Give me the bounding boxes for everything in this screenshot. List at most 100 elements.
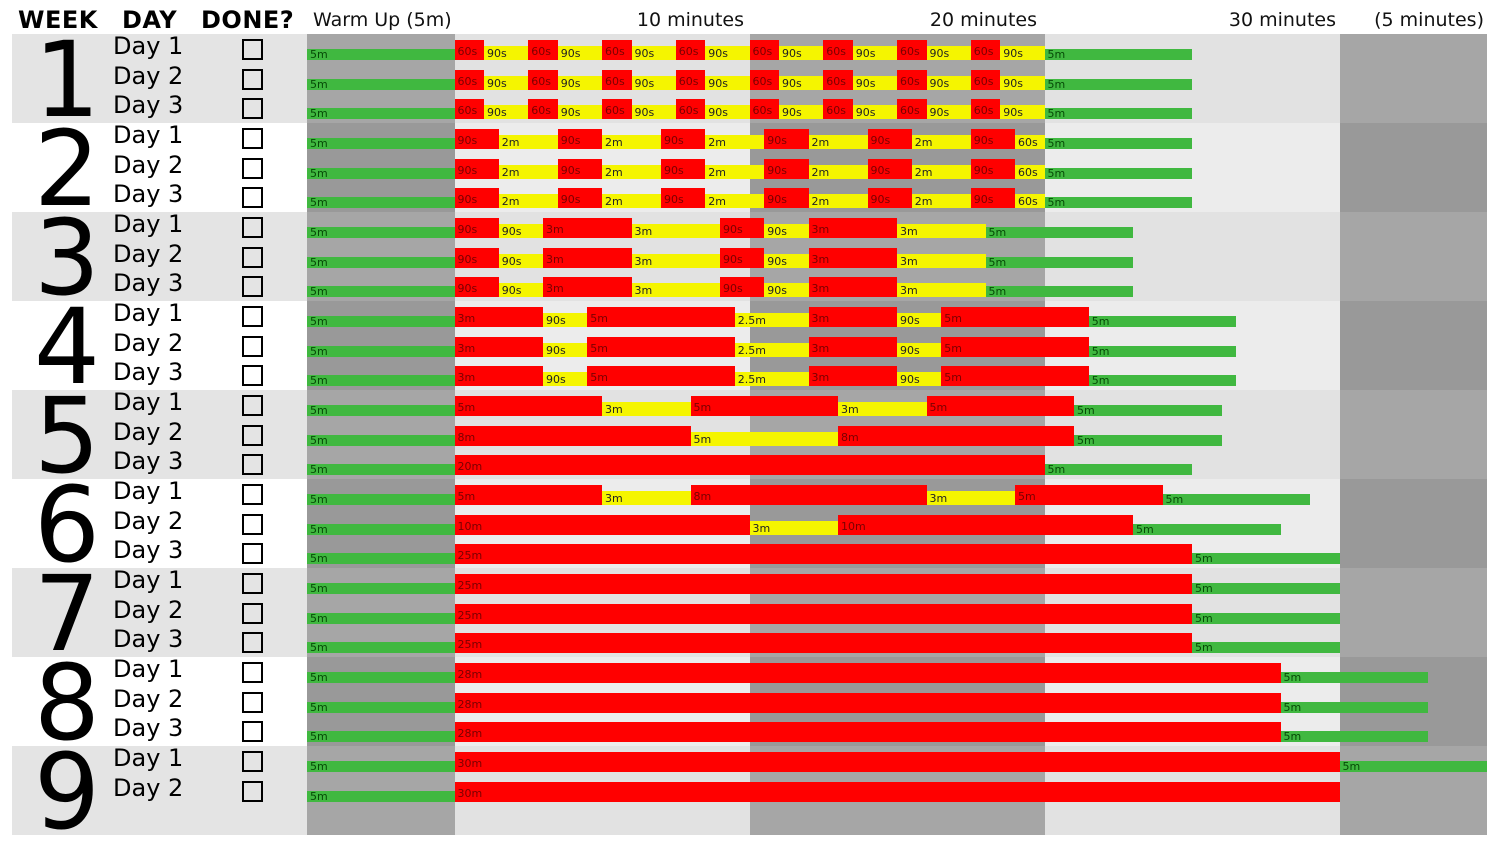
done-checkbox[interactable] xyxy=(242,751,263,772)
done-checkbox[interactable] xyxy=(242,602,263,624)
done-checkbox[interactable] xyxy=(242,68,263,90)
done-checkbox[interactable] xyxy=(242,335,263,357)
week-block: 9 Day 1 5m 30m 5m Day 2 5m 30m xyxy=(0,732,1500,852)
warmup-segment: 5m xyxy=(307,553,455,565)
cooldown-segment: 5m xyxy=(1044,78,1192,90)
walk-segment: 2.5m xyxy=(734,372,809,387)
run-segment: 90s xyxy=(661,129,706,149)
walk-segment: 90s xyxy=(764,283,809,298)
warmup-segment: 5m xyxy=(307,375,455,387)
run-segment: 60s xyxy=(454,99,484,120)
warmup-segment: 5m xyxy=(307,672,455,683)
walk-segment: 5m xyxy=(690,431,838,446)
week-number: 5 xyxy=(33,375,101,497)
done-checkbox[interactable] xyxy=(242,187,263,209)
done-checkbox[interactable] xyxy=(242,424,263,446)
done-checkbox[interactable] xyxy=(242,128,263,149)
done-checkbox[interactable] xyxy=(242,691,263,713)
walk-segment: 2.5m xyxy=(734,313,809,327)
day-row: Day 1 5m 25m 5m xyxy=(0,566,1500,598)
done-checkbox[interactable] xyxy=(242,573,263,594)
done-checkbox[interactable] xyxy=(242,217,263,238)
walk-segment: 90s xyxy=(764,224,809,238)
timeline-column xyxy=(1339,479,1487,568)
run-segment: 90s xyxy=(557,129,602,149)
run-segment: 3m xyxy=(808,218,897,238)
run-segment: 3m xyxy=(808,307,897,327)
warmup-segment: 5m xyxy=(307,286,455,298)
warmup-segment: 5m xyxy=(307,642,455,654)
done-checkbox[interactable] xyxy=(242,543,263,565)
week-band xyxy=(12,123,307,212)
done-checkbox[interactable] xyxy=(242,662,263,683)
timeline-column xyxy=(307,657,455,746)
run-segment: 8m xyxy=(838,425,1074,446)
timeline-column xyxy=(1044,212,1340,301)
done-checkbox[interactable] xyxy=(242,395,263,416)
walk-segment: 90s xyxy=(926,105,971,120)
done-checkbox[interactable] xyxy=(242,276,263,298)
run-segment: 60s xyxy=(675,69,706,90)
week-number: 2 xyxy=(33,108,101,230)
run-segment: 90s xyxy=(454,129,499,149)
run-segment: 60s xyxy=(897,40,927,60)
walk-segment: 2m xyxy=(705,164,765,179)
run-segment: 90s xyxy=(867,158,912,179)
timeline-20-minutes-label: 20 minutes xyxy=(929,9,1037,31)
done-checkbox[interactable] xyxy=(242,306,263,327)
week-number: 1 xyxy=(33,19,101,141)
day-row: Day 3 5m 25m 5m xyxy=(0,625,1500,657)
day-row: Day 1 5m 3m 90s 5m 2.5m 3m 90s 5m 5m xyxy=(0,299,1500,331)
done-checkbox[interactable] xyxy=(242,484,263,505)
day-label: Day 1 xyxy=(113,477,184,505)
done-checkbox[interactable] xyxy=(242,513,263,535)
done-checkbox[interactable] xyxy=(242,365,263,387)
walk-segment: 3m xyxy=(897,253,986,268)
run-segment: 90s xyxy=(970,158,1015,179)
week-number: 6 xyxy=(33,464,101,586)
walk-segment: 90s xyxy=(852,105,897,120)
cooldown-segment: 5m xyxy=(1133,523,1281,535)
run-segment: 60s xyxy=(602,69,632,90)
run-segment: 90s xyxy=(454,158,499,179)
timeline-column xyxy=(1044,34,1340,123)
cooldown-segment: 5m xyxy=(985,227,1133,238)
run-segment: 25m xyxy=(454,544,1192,565)
walk-segment: 90s xyxy=(484,75,529,90)
walk-segment: 2m xyxy=(498,135,558,149)
walk-segment: 90s xyxy=(852,46,897,60)
cooldown-segment: 5m xyxy=(985,256,1133,268)
done-checkbox[interactable] xyxy=(242,39,263,60)
walk-segment: 2m xyxy=(808,164,868,179)
walk-segment: 90s xyxy=(631,75,676,90)
walk-segment: 3m xyxy=(897,224,986,238)
day-row: Day 1 5m 30m 5m xyxy=(0,744,1500,776)
day-row: Day 1 5m 28m 5m xyxy=(0,655,1500,687)
walk-segment: 3m xyxy=(838,402,927,416)
week-column-header: WEEK xyxy=(18,6,98,34)
warmup-segment: 5m xyxy=(307,197,455,209)
warmup-segment: 5m xyxy=(307,405,455,416)
timeline-column xyxy=(1339,657,1487,746)
run-segment: 8m xyxy=(454,425,691,446)
done-checkbox[interactable] xyxy=(242,98,263,120)
done-checkbox[interactable] xyxy=(242,157,263,179)
done-checkbox[interactable] xyxy=(242,721,263,743)
week-band xyxy=(12,657,307,746)
walk-segment: 90s xyxy=(705,75,750,90)
warmup-segment: 5m xyxy=(307,523,455,535)
week-band xyxy=(12,301,307,390)
walk-segment: 60s xyxy=(1015,164,1045,179)
day-row: Day 1 5m 5m 3m 5m 3m 5m 5m xyxy=(0,388,1500,420)
day-label: Day 1 xyxy=(113,121,184,149)
done-checkbox[interactable] xyxy=(242,632,263,654)
done-checkbox[interactable] xyxy=(242,780,263,802)
cooldown-segment: 5m xyxy=(1280,731,1428,743)
day-label: Day 1 xyxy=(113,655,184,683)
run-segment: 25m xyxy=(454,574,1192,594)
run-segment: 60s xyxy=(749,69,779,90)
done-checkbox[interactable] xyxy=(242,246,263,268)
day-label: Day 2 xyxy=(113,150,184,179)
day-label: Day 1 xyxy=(113,744,184,772)
done-checkbox[interactable] xyxy=(242,454,263,476)
